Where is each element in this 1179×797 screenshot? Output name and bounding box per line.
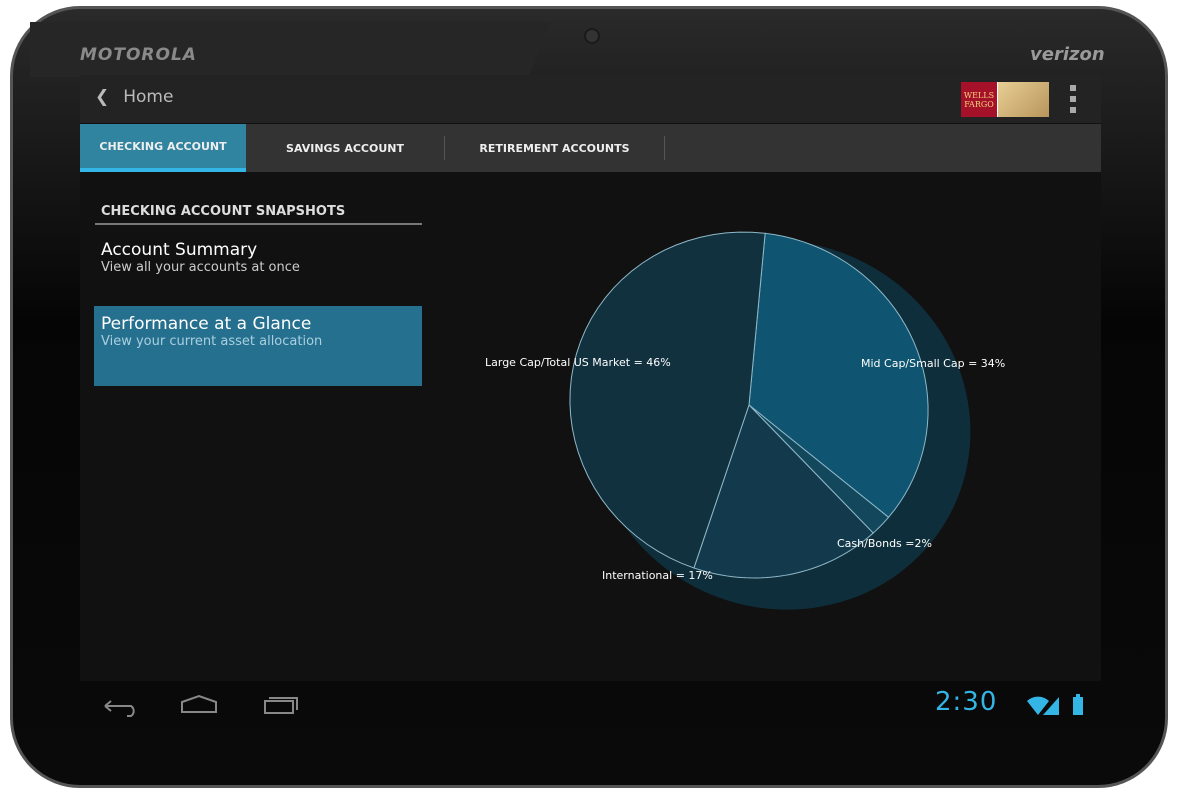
tab-divider — [664, 136, 665, 160]
tab-savings-account[interactable]: SAVINGS ACCOUNT — [246, 124, 444, 172]
bezel-panel — [30, 22, 550, 77]
home-button[interactable]: ❮ Home — [95, 87, 173, 107]
tab-checking-account[interactable]: CHECKING ACCOUNT — [80, 124, 246, 172]
divider — [95, 223, 422, 225]
device-brand: MOTOROLA — [80, 45, 197, 65]
clock: 2:30 — [935, 687, 998, 717]
tab-bar: CHECKING ACCOUNT SAVINGS ACCOUNT RETIREM… — [80, 124, 1101, 172]
item-title: Performance at a Glance — [101, 314, 312, 334]
list-item-performance[interactable]: Performance at a Glance View your curren… — [94, 306, 422, 386]
camera-icon — [584, 28, 600, 44]
item-subtitle: View all your accounts at once — [101, 260, 300, 275]
wifi-icon — [1027, 696, 1049, 715]
system-nav-bar: 2:30 — [80, 681, 1101, 731]
pie-slice — [748, 232, 929, 519]
tab-label: SAVINGS ACCOUNT — [286, 141, 404, 155]
tab-label: RETIREMENT ACCOUNTS — [479, 141, 630, 155]
asset-allocation-pie-chart: Large Cap/Total US Market = 46% Mid Cap/… — [485, 231, 1005, 610]
item-subtitle: View your current asset allocation — [101, 334, 323, 349]
tab-label: CHECKING ACCOUNT — [99, 139, 227, 153]
pie-slice — [569, 231, 766, 569]
tab-divider — [444, 136, 445, 160]
home-icon[interactable] — [181, 694, 217, 713]
wells-fargo-logo: WELLS FARGO — [961, 82, 1049, 117]
section-title: CHECKING ACCOUNT SNAPSHOTS — [101, 204, 346, 219]
pie-slice — [693, 404, 874, 579]
back-icon[interactable] — [104, 700, 135, 717]
slice-label-mid-cap: Mid Cap/Small Cap = 34% — [861, 357, 1005, 370]
tab-retirement-accounts[interactable]: RETIREMENT ACCOUNTS — [445, 124, 664, 172]
screen: ❮ Home WELLS FARGO CHECKING ACCOUNT SAVING… — [80, 75, 1101, 681]
battery-icon — [1073, 694, 1083, 715]
slice-label-cash-bonds: Cash/Bonds =2% — [837, 537, 932, 550]
overflow-menu-icon[interactable] — [1070, 85, 1078, 113]
slice-label-large-cap: Large Cap/Total US Market = 46% — [485, 356, 671, 369]
list-item-account-summary[interactable]: Account Summary View all your accounts a… — [94, 232, 422, 312]
action-bar: ❮ Home WELLS FARGO — [80, 75, 1101, 123]
chevron-left-icon: ❮ — [95, 87, 110, 107]
recent-apps-icon[interactable] — [264, 697, 298, 714]
home-label: Home — [123, 87, 174, 107]
signal-icon — [1043, 697, 1059, 715]
item-title: Account Summary — [101, 240, 258, 260]
slice-label-international: International = 17% — [602, 569, 713, 582]
pie-slice — [748, 404, 890, 534]
carrier-logo: verizon — [1030, 44, 1105, 65]
